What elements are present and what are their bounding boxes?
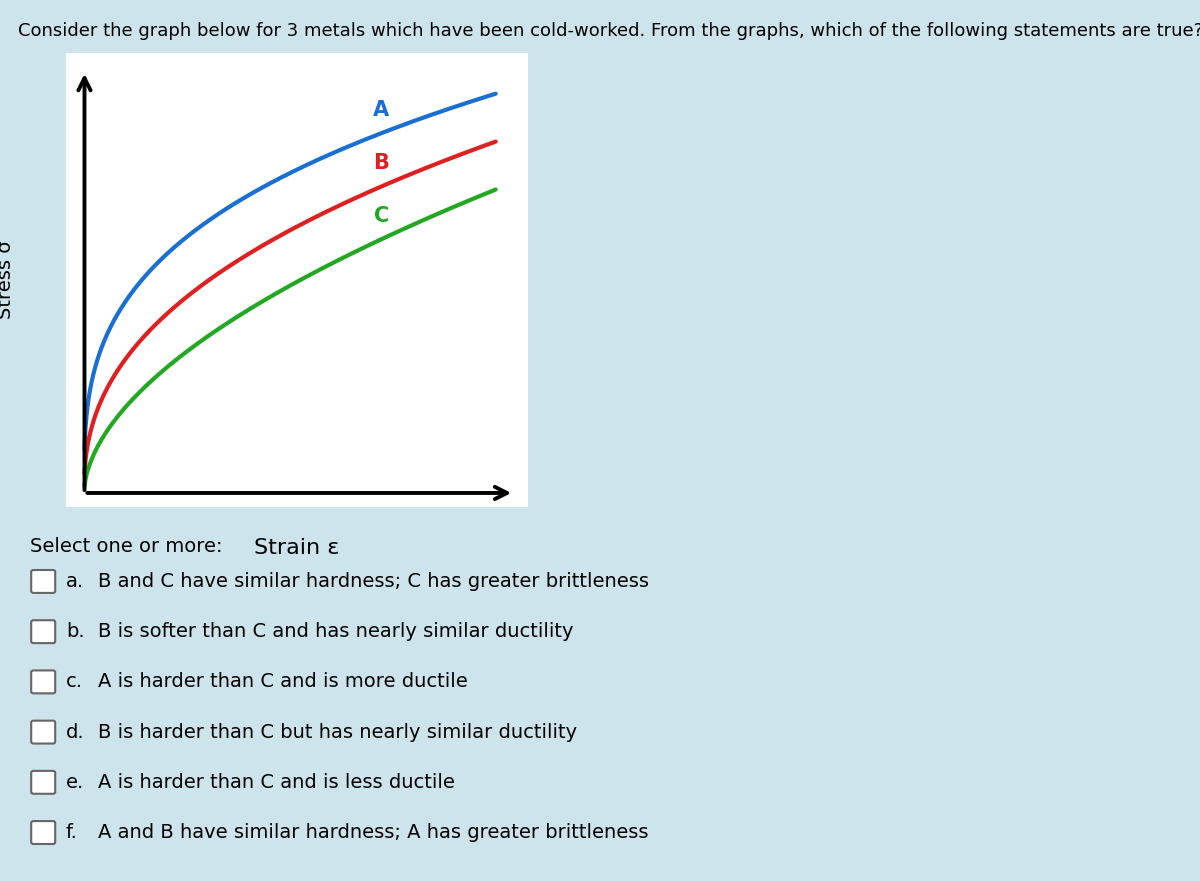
Text: Strain ε: Strain ε: [254, 538, 340, 559]
Text: a.: a.: [66, 572, 84, 591]
Text: C: C: [373, 205, 389, 226]
Text: A: A: [373, 100, 389, 120]
Text: b.: b.: [66, 622, 85, 641]
Text: c.: c.: [66, 672, 83, 692]
Text: d.: d.: [66, 722, 85, 742]
Text: f.: f.: [66, 823, 78, 842]
Text: Stress σ: Stress σ: [0, 241, 16, 319]
Text: B: B: [373, 153, 389, 173]
Text: Select one or more:: Select one or more:: [30, 537, 222, 557]
Text: B is softer than C and has nearly similar ductility: B is softer than C and has nearly simila…: [98, 622, 574, 641]
Text: e.: e.: [66, 773, 84, 792]
Text: B is harder than C but has nearly similar ductility: B is harder than C but has nearly simila…: [98, 722, 577, 742]
Text: Consider the graph below for 3 metals which have been cold-worked. From the grap: Consider the graph below for 3 metals wh…: [18, 22, 1200, 40]
Text: B and C have similar hardness; C has greater brittleness: B and C have similar hardness; C has gre…: [98, 572, 649, 591]
Text: A and B have similar hardness; A has greater brittleness: A and B have similar hardness; A has gre…: [98, 823, 649, 842]
Text: A is harder than C and is more ductile: A is harder than C and is more ductile: [98, 672, 468, 692]
Text: A is harder than C and is less ductile: A is harder than C and is less ductile: [98, 773, 455, 792]
